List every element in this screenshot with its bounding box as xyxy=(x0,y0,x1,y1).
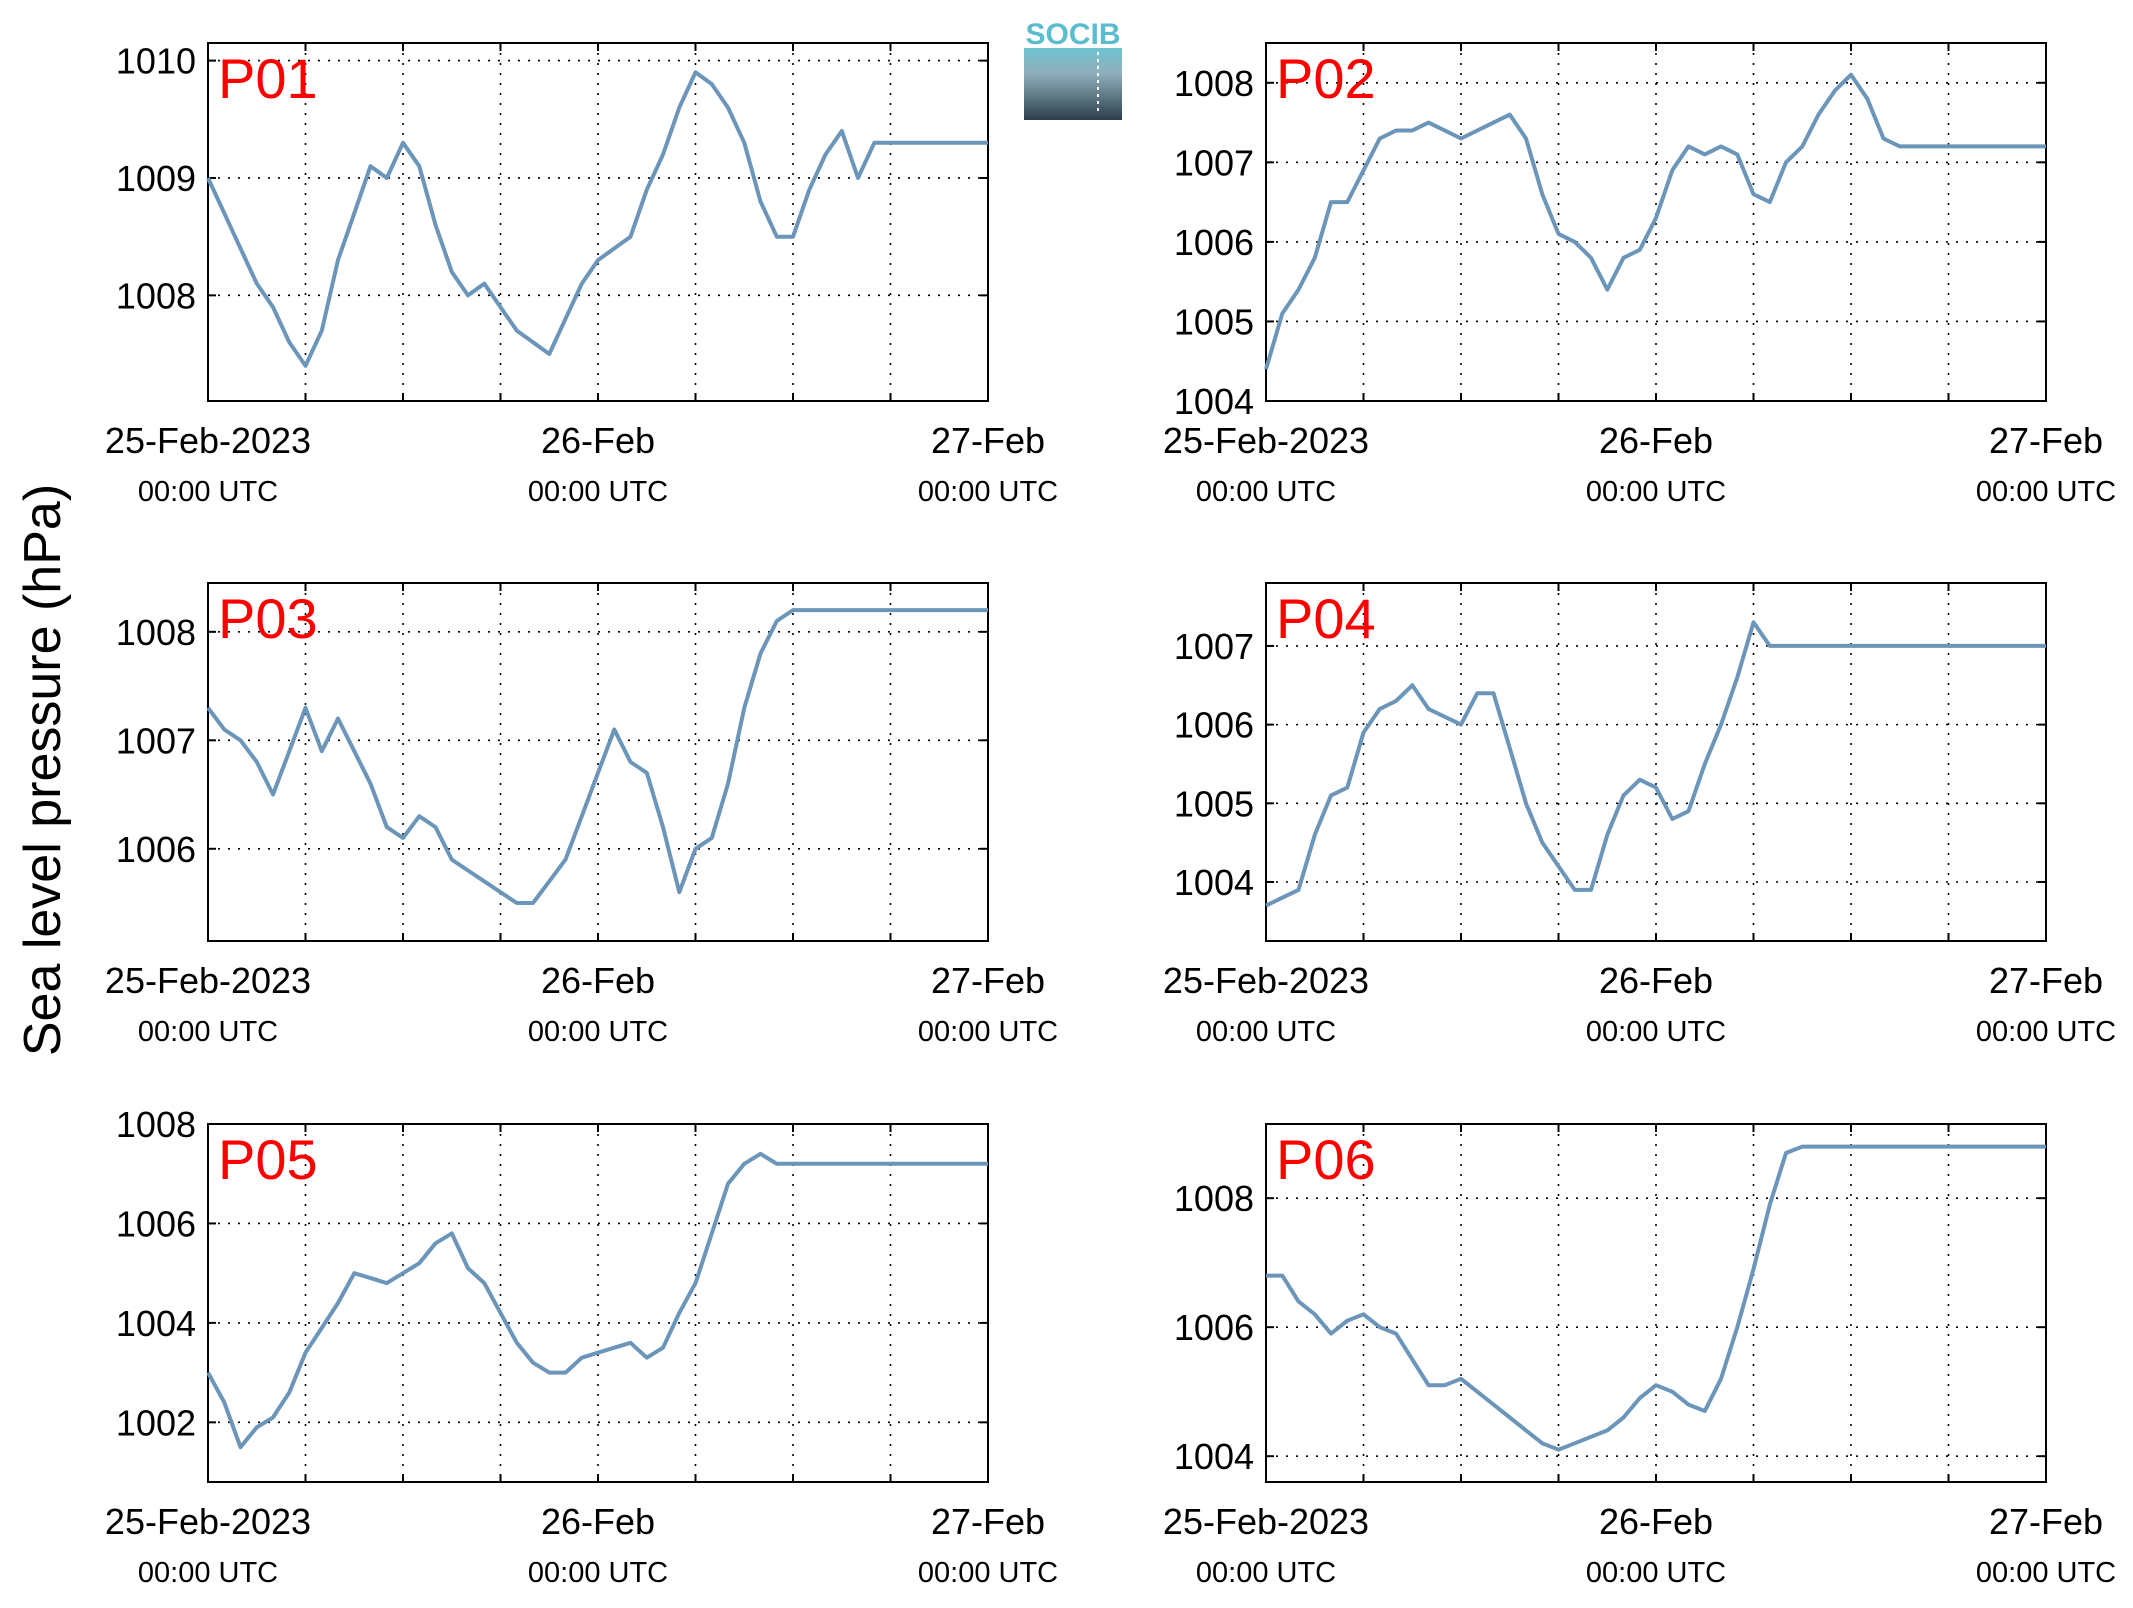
x-tick-label-time: 00:00 UTC xyxy=(1586,1557,1726,1589)
x-tick-label-time: 00:00 UTC xyxy=(138,1016,278,1048)
socib-logo-block xyxy=(1024,48,1122,120)
x-tick-label-date: 26-Feb xyxy=(1599,960,1713,1001)
x-tick-label-time: 00:00 UTC xyxy=(528,476,668,508)
chart-panel-p2: 1004 1005 1006 1007 1008 25-Feb-2023 00:00 UTC… xyxy=(1163,42,2116,508)
x-tick-label-date: 25-Feb-2023 xyxy=(1163,1501,1369,1542)
x-tick-label-time: 00:00 UTC xyxy=(1976,1557,2116,1589)
y-tick-label: 1006 xyxy=(1174,1307,1254,1348)
shared-y-axis-label: Sea level pressure (hPa) xyxy=(14,484,72,1056)
y-tick-label: 1004 xyxy=(116,1303,196,1344)
x-tick-label-date: 25-Feb-2023 xyxy=(105,960,311,1001)
chart-panel-p6: 1004 1006 1008 25-Feb-2023 00:00 UTC 26-Feb 00… xyxy=(1163,1123,2116,1589)
x-tick-label-date: 27-Feb xyxy=(931,1501,1045,1542)
x-tick-label-time: 00:00 UTC xyxy=(138,476,278,508)
series-line-p1 xyxy=(206,70,988,368)
x-tick-label-time: 00:00 UTC xyxy=(918,1557,1058,1589)
y-tick-label: 1006 xyxy=(1174,705,1254,746)
socib-logo: SOCIB xyxy=(1024,18,1122,120)
panel-title-p5: P05 xyxy=(218,1128,318,1191)
x-tick-label-date: 26-Feb xyxy=(1599,420,1713,461)
panels-container: 1008 1009 1010 25-Feb-2023 00:00 UTC 26-Feb 00… xyxy=(105,41,2116,1589)
x-tick-label-time: 00:00 UTC xyxy=(1976,1016,2116,1048)
series-line-p2 xyxy=(1264,72,2046,370)
chart-panel-p1: 1008 1009 1010 25-Feb-2023 00:00 UTC 26-Feb 00… xyxy=(105,41,1058,508)
x-tick-label-time: 00:00 UTC xyxy=(138,1557,278,1589)
socib-logo-text: SOCIB xyxy=(1025,18,1120,51)
x-tick-label-time: 00:00 UTC xyxy=(528,1557,668,1589)
x-tick-label-time: 00:00 UTC xyxy=(1976,476,2116,508)
y-tick-label: 1004 xyxy=(1174,381,1254,422)
y-tick-label: 1006 xyxy=(116,829,196,870)
y-tick-label: 1008 xyxy=(116,1104,196,1145)
x-tick-label-date: 25-Feb-2023 xyxy=(105,1501,311,1542)
x-tick-label-time: 00:00 UTC xyxy=(918,476,1058,508)
panel-title-p4: P04 xyxy=(1276,587,1376,650)
y-tick-label: 1006 xyxy=(1174,222,1254,263)
y-tick-label: 1004 xyxy=(1174,1436,1254,1477)
y-tick-label: 1002 xyxy=(116,1402,196,1443)
chart-panel-p4: 1004 1005 1006 1007 25-Feb-2023 00:00 UTC 26-F… xyxy=(1163,582,2116,1048)
y-tick-label: 1007 xyxy=(1174,626,1254,667)
x-tick-label-date: 26-Feb xyxy=(541,420,655,461)
x-tick-label-date: 27-Feb xyxy=(931,960,1045,1001)
x-tick-label-time: 00:00 UTC xyxy=(1196,1557,1336,1589)
y-tick-label: 1004 xyxy=(1174,862,1254,903)
y-tick-label: 1005 xyxy=(1174,301,1254,342)
series-line-p6 xyxy=(1266,1144,2046,1452)
y-tick-label: 1008 xyxy=(116,275,196,316)
x-tick-label-time: 00:00 UTC xyxy=(1586,476,1726,508)
panel-title-p3: P03 xyxy=(218,587,318,650)
y-tick-label: 1007 xyxy=(116,720,196,761)
series-line-p4 xyxy=(1265,620,2046,908)
chart-panel-p5: 1002 1004 1006 1008 25-Feb-2023 00:00 UTC 26-F… xyxy=(105,1104,1058,1589)
x-tick-label-date: 27-Feb xyxy=(1989,420,2103,461)
x-tick-label-time: 00:00 UTC xyxy=(528,1016,668,1048)
x-tick-label-time: 00:00 UTC xyxy=(1196,1016,1336,1048)
y-tick-label: 1008 xyxy=(1174,63,1254,104)
x-tick-label-time: 00:00 UTC xyxy=(1196,476,1336,508)
y-tick-label: 1005 xyxy=(1174,783,1254,824)
y-tick-label: 1008 xyxy=(116,612,196,653)
x-tick-label-date: 25-Feb-2023 xyxy=(105,420,311,461)
x-tick-label-date: 26-Feb xyxy=(541,960,655,1001)
x-tick-label-date: 27-Feb xyxy=(1989,960,2103,1001)
panel-title-p2: P02 xyxy=(1276,47,1376,110)
series-line-p3 xyxy=(206,608,988,905)
y-tick-label: 1009 xyxy=(116,158,196,199)
panel-title-p6: P06 xyxy=(1276,1128,1376,1191)
x-tick-label-time: 00:00 UTC xyxy=(1586,1016,1726,1048)
y-tick-label: 1006 xyxy=(116,1203,196,1244)
x-tick-label-date: 27-Feb xyxy=(1989,1501,2103,1542)
x-tick-label-time: 00:00 UTC xyxy=(918,1016,1058,1048)
chart-panel-p3: 1006 1007 1008 25-Feb-2023 00:00 UTC 26-Feb 00… xyxy=(105,582,1058,1048)
x-tick-label-date: 27-Feb xyxy=(931,420,1045,461)
x-tick-label-date: 25-Feb-2023 xyxy=(1163,960,1369,1001)
y-tick-label: 1008 xyxy=(1174,1178,1254,1219)
panel-title-p1: P01 xyxy=(218,47,318,110)
x-tick-label-date: 26-Feb xyxy=(541,1501,655,1542)
x-tick-label-date: 25-Feb-2023 xyxy=(1163,420,1369,461)
series-line-p5 xyxy=(206,1151,988,1450)
y-tick-label: 1007 xyxy=(1174,142,1254,183)
x-tick-label-date: 26-Feb xyxy=(1599,1501,1713,1542)
y-tick-label: 1010 xyxy=(116,41,196,82)
